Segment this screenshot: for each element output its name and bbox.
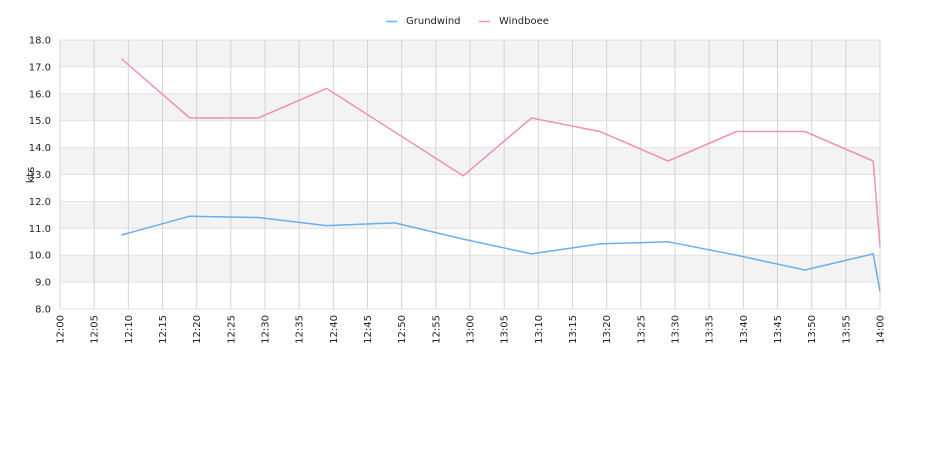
x-tick-label: 13:45 — [773, 315, 784, 344]
x-tick-label: 13:20 — [602, 315, 613, 344]
x-tick-label: 12:25 — [226, 315, 237, 344]
x-tick-label: 12:55 — [431, 315, 442, 344]
x-tick-label: 12:00 — [56, 315, 67, 344]
x-tick-label: 13:30 — [671, 315, 682, 344]
x-tick-label: 12:05 — [90, 315, 101, 344]
legend[interactable]: Grundwind Windboee — [386, 16, 549, 27]
y-axis-label: kts — [24, 167, 37, 184]
x-tick-label: 12:35 — [295, 315, 306, 344]
x-tick-label: 13:40 — [739, 315, 750, 344]
y-tick-label: 18.0 — [29, 36, 51, 47]
grid-lines — [59, 39, 881, 310]
y-tick-label: 16.0 — [29, 89, 51, 100]
x-tick-label: 12:45 — [363, 315, 374, 344]
x-tick-label: 12:10 — [124, 315, 135, 344]
y-tick-label: 8.0 — [35, 305, 51, 316]
y-tick-label: 14.0 — [29, 143, 51, 154]
series-line-grundwind — [121, 215, 881, 292]
y-tick-label: 15.0 — [29, 116, 51, 127]
y-tick-label: 12.0 — [29, 197, 51, 208]
legend-item-windboee[interactable]: Windboee — [499, 16, 549, 27]
x-tick-label: 13:35 — [705, 315, 716, 344]
x-tick-label: 13:55 — [841, 315, 852, 344]
x-tick-label: 12:50 — [397, 315, 408, 344]
series-line-windboee — [121, 58, 881, 248]
x-tick-label: 12:15 — [158, 315, 169, 344]
x-tick-label: 12:20 — [192, 315, 203, 344]
y-tick-label: 17.0 — [29, 62, 51, 73]
x-axis-ticks: 12:00 12:05 12:10 12:15 12:20 12:25 12:30 12:35… — [56, 315, 887, 344]
x-tick-label: 13:05 — [500, 315, 511, 344]
x-tick-label: 13:25 — [636, 315, 647, 344]
y-tick-label: 9.0 — [35, 278, 51, 289]
x-tick-label: 13:00 — [466, 315, 477, 344]
y-tick-label: 10.0 — [29, 251, 51, 262]
x-tick-label: 13:50 — [807, 315, 818, 344]
y-tick-label: 11.0 — [29, 224, 51, 235]
x-tick-label: 13:10 — [534, 315, 545, 344]
series-lines — [121, 58, 881, 292]
x-tick-label: 14:00 — [876, 315, 887, 344]
x-tick-label: 13:15 — [568, 315, 579, 344]
legend-item-grundwind[interactable]: Grundwind — [406, 16, 461, 27]
y-axis-ticks: 8.0 9.0 10.0 11.0 12.0 13.0 14.0 15.0 16.0 17.0 18… — [29, 36, 51, 316]
x-tick-label: 12:40 — [329, 315, 340, 344]
x-tick-label: 12:30 — [261, 315, 272, 344]
y-tick-label: 13.0 — [29, 170, 51, 181]
